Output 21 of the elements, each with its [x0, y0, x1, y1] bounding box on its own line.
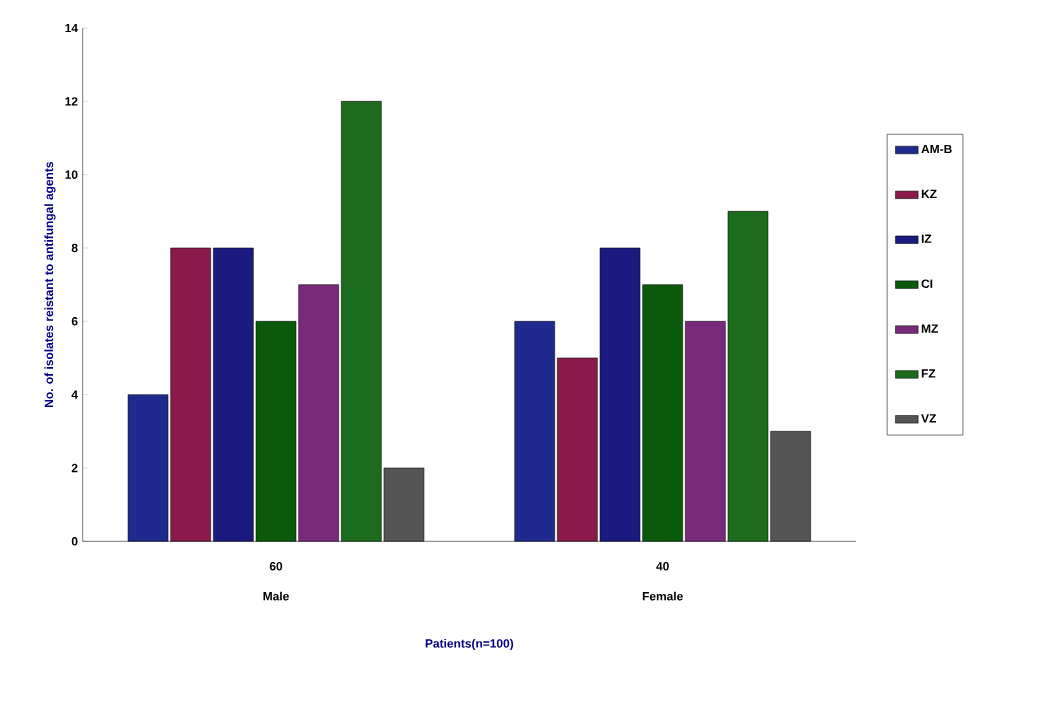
legend-label: CI	[921, 279, 933, 289]
y-tick-label: 10	[65, 170, 78, 180]
x-tick-label: Male	[263, 591, 289, 601]
y-tick-label: 12	[65, 97, 78, 106]
y-tick-label: 0	[71, 537, 78, 546]
legend-label: KZ	[921, 189, 937, 199]
legend-label: VZ	[921, 414, 936, 423]
text: 40	[656, 562, 669, 571]
text: 60	[269, 562, 283, 571]
legend-label: MZ	[921, 324, 938, 333]
y-tick-label: 8	[71, 243, 78, 253]
legend-label: AM-B	[921, 145, 952, 154]
x-axis-title: Patients(n=100)	[425, 639, 514, 651]
legend-label: FZ	[921, 369, 936, 378]
y-tick-label: 2	[71, 463, 78, 473]
legend-label: IZ	[921, 234, 932, 244]
y-axis-title: No. of isolates reistant to antifungal agents	[44, 162, 56, 408]
y-tick-label: 4	[71, 390, 78, 399]
x-tick-label: Female	[642, 591, 683, 601]
y-tick-label: 6	[71, 317, 78, 326]
y-tick-label: 14	[65, 24, 78, 33]
